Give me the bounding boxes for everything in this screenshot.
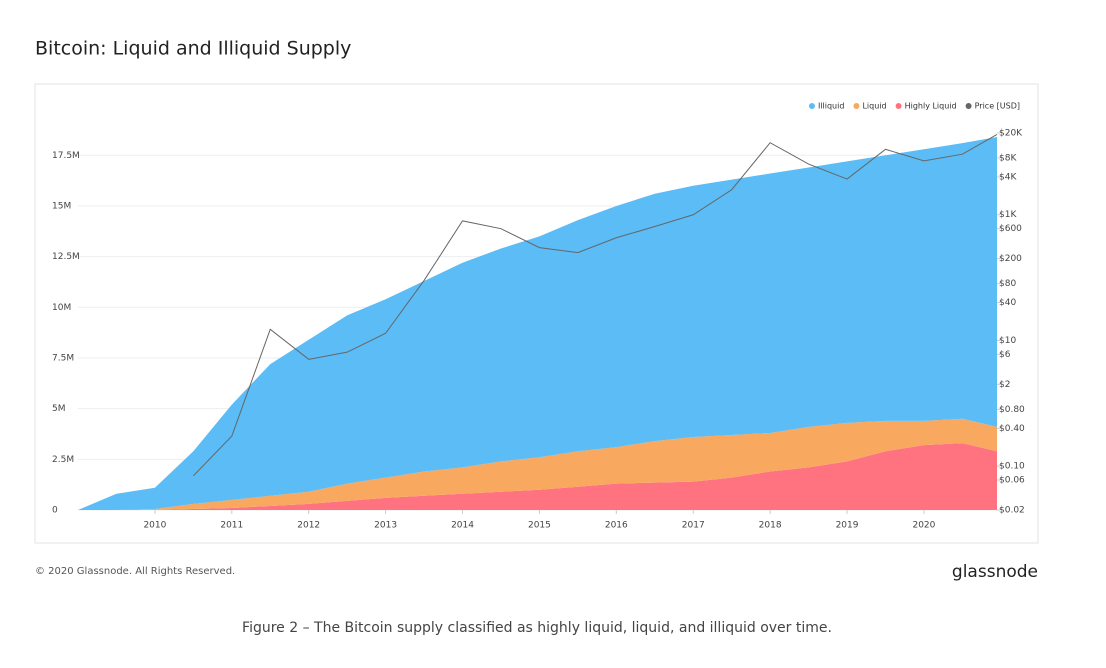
y-tick-label: 2.5M: [52, 455, 74, 465]
y-tick-label: 12.5M: [52, 252, 80, 262]
y2-tick-label: $4K: [999, 172, 1017, 182]
legend-label: Illiquid: [818, 102, 844, 111]
y2-tick-label: $6: [999, 350, 1011, 360]
legend-marker: [853, 103, 860, 109]
legend-label: Highly Liquid: [905, 102, 957, 111]
y2-tick-label: $0.80: [999, 405, 1025, 415]
area: [78, 418, 997, 510]
x-tick-label: 2017: [682, 521, 705, 531]
y2-tick-label: $200: [999, 254, 1022, 264]
legend-marker: [895, 103, 902, 109]
legend-label: Liquid: [862, 102, 886, 111]
x-tick-label: 2020: [912, 521, 935, 531]
y2-tick-label: $20K: [999, 129, 1023, 139]
y2-tick-label: $8K: [999, 154, 1017, 164]
x-tick-label: 2016: [605, 521, 628, 531]
y-tick-label: 10M: [52, 303, 71, 313]
y-tick-label: 15M: [52, 201, 71, 211]
x-tick-label: 2012: [297, 521, 320, 531]
y2-tick-label: $0.06: [999, 476, 1025, 486]
x-tick-label: 2011: [220, 521, 243, 531]
chart-title: Bitcoin: Liquid and Illiquid Supply: [35, 38, 351, 60]
y2-tick-label: $0.02: [999, 506, 1025, 516]
y2-tick-label: $80: [999, 279, 1016, 289]
caption: Figure 2 – The Bitcoin supply classified…: [242, 620, 832, 636]
legend-marker: [808, 103, 815, 109]
x-tick-label: 2019: [836, 521, 859, 531]
price-line: [192, 133, 998, 477]
y2-tick-label: $40: [999, 298, 1016, 308]
y-tick-label: 17.5M: [52, 151, 80, 161]
x-tick-label: 2010: [143, 521, 166, 531]
y2-tick-label: $1K: [999, 210, 1017, 220]
logo: glassnode: [952, 562, 1038, 582]
area: [78, 443, 997, 510]
y2-tick-label: $10: [999, 336, 1016, 346]
x-tick-label: 2013: [374, 521, 397, 531]
y2-tick-label: $2: [999, 380, 1010, 390]
y2-tick-label: $0.40: [999, 424, 1025, 434]
y2-tick-label: $0.10: [999, 462, 1025, 472]
y-tick-label: 0: [52, 506, 58, 516]
y2-tick-label: $600: [999, 224, 1022, 234]
x-tick-label: 2014: [451, 521, 474, 531]
x-tick-label: 2018: [759, 521, 782, 531]
legend-label: Price [USD]: [975, 102, 1020, 111]
legend-marker: [965, 103, 972, 109]
area: [78, 137, 997, 510]
y-tick-label: 5M: [52, 404, 66, 414]
copyright: © 2020 Glassnode. All Rights Reserved.: [35, 566, 235, 577]
x-tick-label: 2015: [528, 521, 551, 531]
y-tick-label: 7.5M: [52, 353, 74, 363]
